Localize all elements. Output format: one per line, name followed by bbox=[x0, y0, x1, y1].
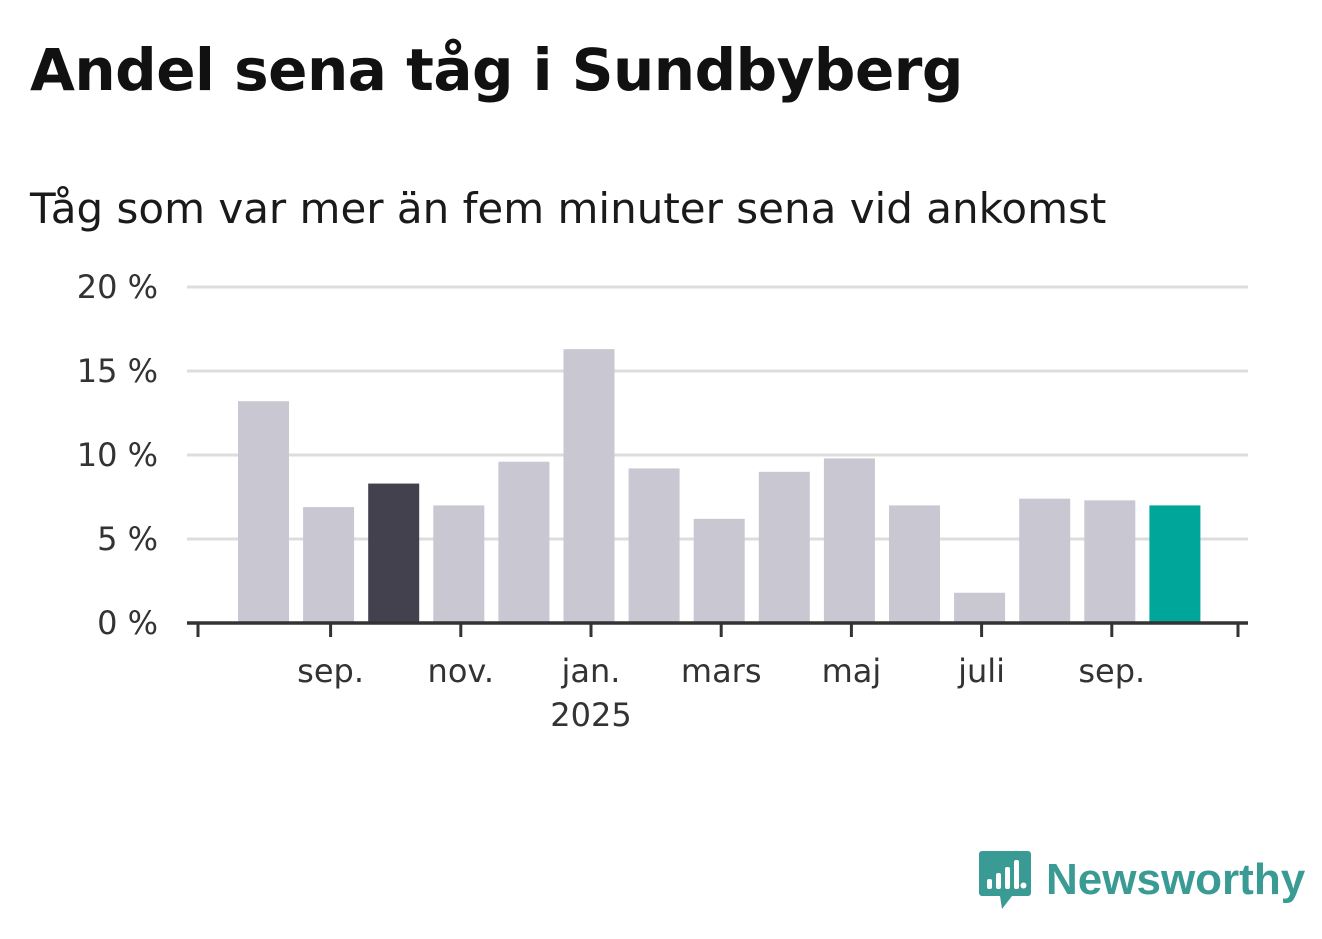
chart-title: Andel sena tåg i Sundbyberg bbox=[30, 36, 963, 104]
chart-subtitle: Tåg som var mer än fem minuter sena vid … bbox=[30, 184, 1107, 233]
y-tick-label: 10 % bbox=[77, 436, 158, 474]
y-tick-label: 15 % bbox=[77, 352, 158, 390]
bar bbox=[368, 483, 420, 623]
bar bbox=[693, 518, 745, 623]
x-axis-tick-labels: sep. nov. jan. 2025 mars maj juli sep. bbox=[297, 652, 1145, 734]
y-tick-label: 20 % bbox=[77, 268, 158, 306]
newsworthy-logo-icon bbox=[979, 851, 1031, 909]
bars bbox=[238, 349, 1201, 623]
bar bbox=[238, 401, 289, 623]
bar bbox=[628, 468, 680, 623]
bar bbox=[758, 471, 810, 623]
bar bbox=[563, 349, 615, 623]
bar bbox=[433, 505, 485, 623]
y-tick-label: 0 % bbox=[97, 604, 158, 642]
y-tick-label: 5 % bbox=[97, 520, 158, 558]
bar bbox=[1084, 500, 1136, 623]
bar bbox=[823, 458, 875, 623]
x-tick-label: sep. bbox=[1078, 652, 1145, 690]
x-axis bbox=[187, 621, 1248, 637]
y-axis-tick-labels: 0 % 5 % 10 % 15 % 20 % bbox=[77, 268, 158, 642]
x-tick-label: sep. bbox=[297, 652, 364, 690]
x-tick-label: jan. bbox=[561, 652, 621, 690]
x-tick-label: maj bbox=[822, 652, 882, 690]
bar bbox=[498, 461, 550, 623]
bar bbox=[1149, 505, 1201, 623]
x-tick-label: mars bbox=[681, 652, 762, 690]
brand-name: Newsworthy bbox=[1046, 855, 1306, 904]
x-tick-label: nov. bbox=[428, 652, 494, 690]
bar bbox=[1019, 498, 1071, 623]
x-tick-label: juli bbox=[957, 652, 1005, 690]
bar bbox=[954, 592, 1006, 623]
bar bbox=[889, 505, 940, 623]
x-tick-year-label: 2025 bbox=[550, 696, 631, 734]
bar bbox=[303, 507, 355, 623]
newsworthy-logo: Newsworthy bbox=[978, 848, 1305, 912]
